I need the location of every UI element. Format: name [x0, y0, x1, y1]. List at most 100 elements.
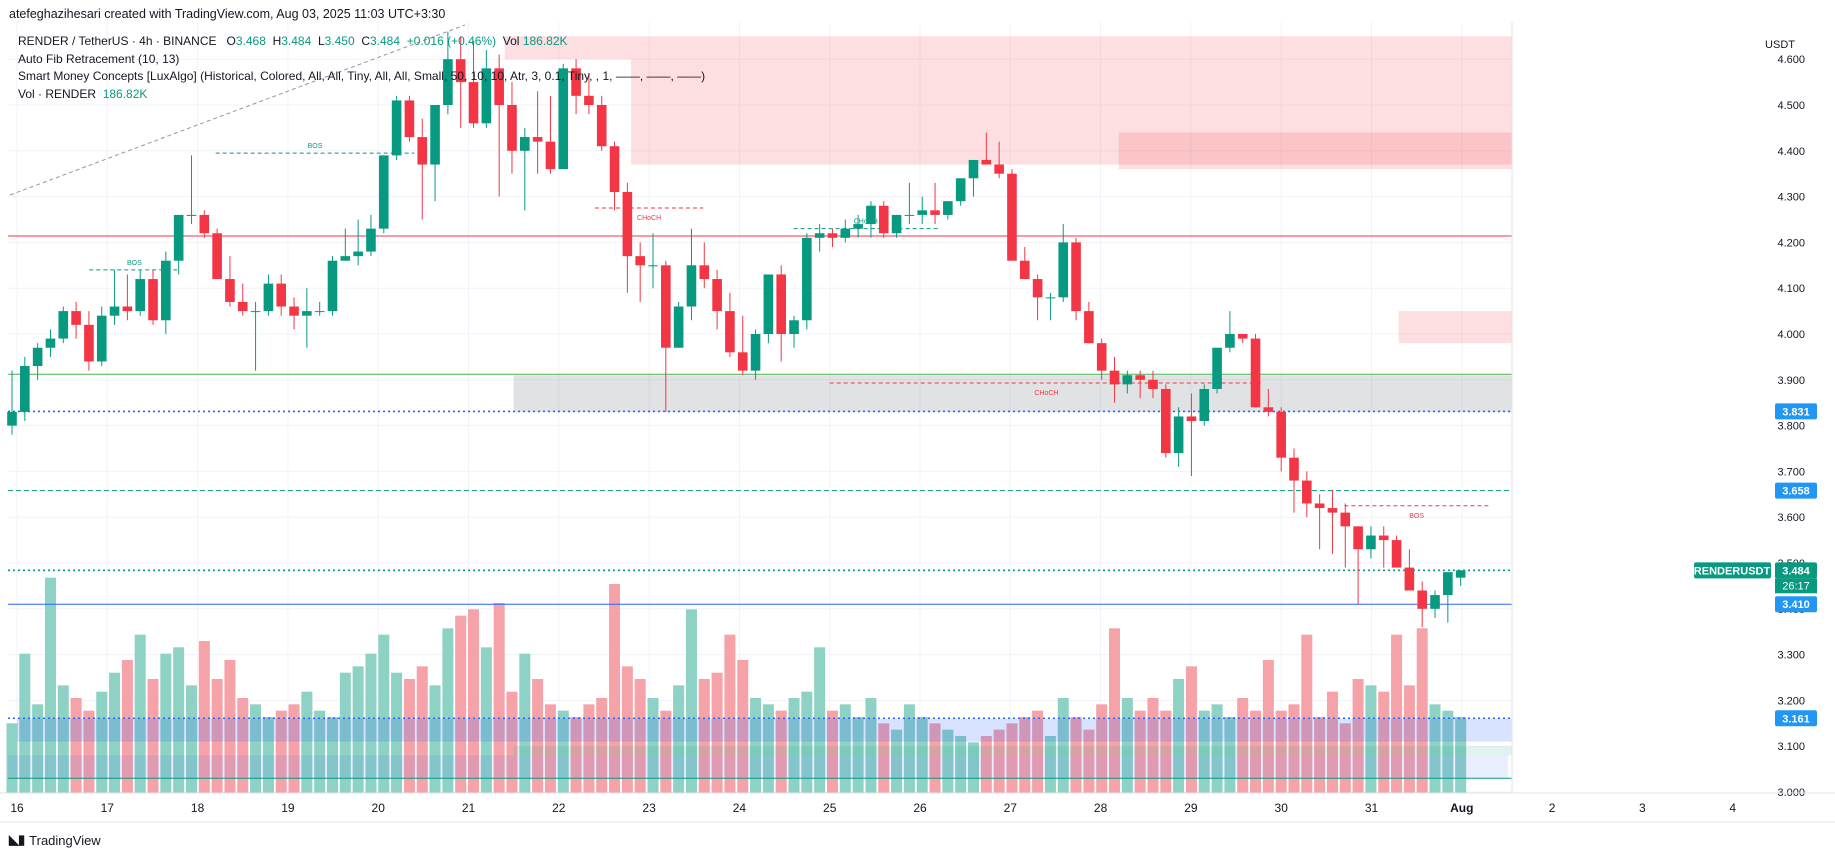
volume-bar [1019, 717, 1031, 793]
candle [173, 214, 184, 275]
candle [917, 196, 928, 225]
candle [186, 155, 197, 225]
volume-bar [327, 717, 338, 793]
candle [891, 214, 902, 238]
candle [417, 118, 428, 220]
volume-bar [468, 609, 480, 793]
volume-bar [288, 704, 300, 793]
x-tick-label: 20 [372, 801, 386, 815]
candle [391, 95, 402, 160]
volume-bar [455, 615, 467, 793]
candle [661, 260, 671, 412]
symbol-label[interactable]: RENDER / TetherUS · 4h · BINANCE [18, 34, 217, 48]
price-badge [1775, 403, 1817, 420]
candle [1302, 471, 1312, 518]
time-axis[interactable]: 16 17 18 19 20 21 22 23 24 25 26 27 28 29 30 31 Aug 2 3 4 [0, 792, 1835, 823]
smc-indicator-label[interactable]: Smart Money Concepts [LuxAlgo] (Historic… [18, 69, 706, 83]
volume-bar [365, 653, 377, 793]
candle-body [1455, 570, 1466, 578]
tradingview-logo-icon: ◣▮ [9, 832, 25, 847]
price-badge [1775, 482, 1817, 499]
volume-indicator-row[interactable]: Vol · RENDER 186.82K [18, 86, 705, 104]
volume-bar [1083, 729, 1095, 793]
volume-bar [903, 704, 915, 793]
candle [32, 343, 43, 380]
candle-body [302, 311, 312, 316]
countdown-label: 26:17 [1782, 580, 1810, 592]
candle [1417, 581, 1427, 628]
volume-bar [1237, 698, 1249, 793]
candle [1455, 570, 1466, 586]
volume-bar [480, 647, 492, 793]
candle [1250, 334, 1261, 408]
candle-body [122, 306, 133, 312]
volume-bar [121, 660, 133, 793]
tradingview-brand[interactable]: ◣▮ TradingView [9, 832, 101, 848]
candle [930, 182, 940, 225]
candle [686, 228, 697, 321]
candle [109, 269, 120, 325]
candle [1404, 549, 1415, 591]
volume-bar [506, 691, 518, 793]
candle-body [96, 315, 107, 362]
volume-bar [596, 698, 608, 793]
candle [225, 256, 235, 307]
volume-bar [237, 698, 249, 793]
candle [58, 306, 69, 344]
volume-bar [826, 710, 838, 793]
x-tick-label: 26 [913, 801, 927, 815]
volume-bar [1211, 704, 1223, 793]
candle-body [1340, 512, 1351, 527]
candle [455, 36, 466, 128]
candle-body [917, 210, 928, 215]
y-tick-label: 4.600 [1777, 54, 1805, 66]
candle-body [1225, 334, 1235, 348]
candle-body [1212, 347, 1222, 389]
candle [1173, 407, 1184, 467]
open-value: 3.468 [235, 34, 266, 48]
candle [789, 315, 799, 348]
candle [1340, 503, 1351, 568]
candle [263, 274, 274, 316]
volume-bar [737, 660, 749, 793]
x-tick-label: 18 [191, 801, 205, 815]
volume-bar [32, 704, 44, 793]
candle [725, 292, 735, 357]
volume-bar [1109, 628, 1121, 793]
candle [353, 219, 363, 266]
fib-indicator-label[interactable]: Auto Fib Retracement (10, 13) [18, 51, 180, 66]
candle [122, 274, 133, 321]
candle-body [1173, 416, 1184, 454]
candle-body [878, 205, 889, 234]
candle-body [930, 210, 940, 215]
volume-bar [1352, 679, 1364, 793]
candle [1237, 334, 1248, 344]
candle-body [378, 155, 389, 229]
candle-body [853, 224, 863, 229]
x-tick-label: 21 [462, 801, 476, 815]
volume-bar [301, 691, 313, 793]
candle [507, 82, 517, 174]
vol-value: 186.82K [522, 34, 568, 48]
candle [289, 297, 299, 330]
volume-bar [762, 704, 774, 793]
candle [7, 370, 17, 435]
volume-bar [70, 698, 82, 793]
volume-bar [993, 729, 1005, 793]
price-axis[interactable]: USDT3.0003.1003.2003.3003.4003.5003.6003… [1511, 22, 1835, 799]
volume-bar [1455, 717, 1467, 793]
volume-bar [583, 704, 595, 793]
volume-bar [698, 679, 710, 793]
volume-bar [1314, 717, 1326, 793]
candle-body [1378, 535, 1389, 541]
volume-bar [262, 717, 274, 793]
candle-body [481, 68, 492, 124]
volume-bar [544, 704, 556, 793]
candle [340, 228, 351, 261]
price-badge-label: 3.658 [1782, 486, 1810, 498]
candle [1289, 448, 1299, 513]
candle-body [686, 265, 697, 307]
candle [1212, 347, 1222, 394]
volume-bar [6, 723, 18, 793]
